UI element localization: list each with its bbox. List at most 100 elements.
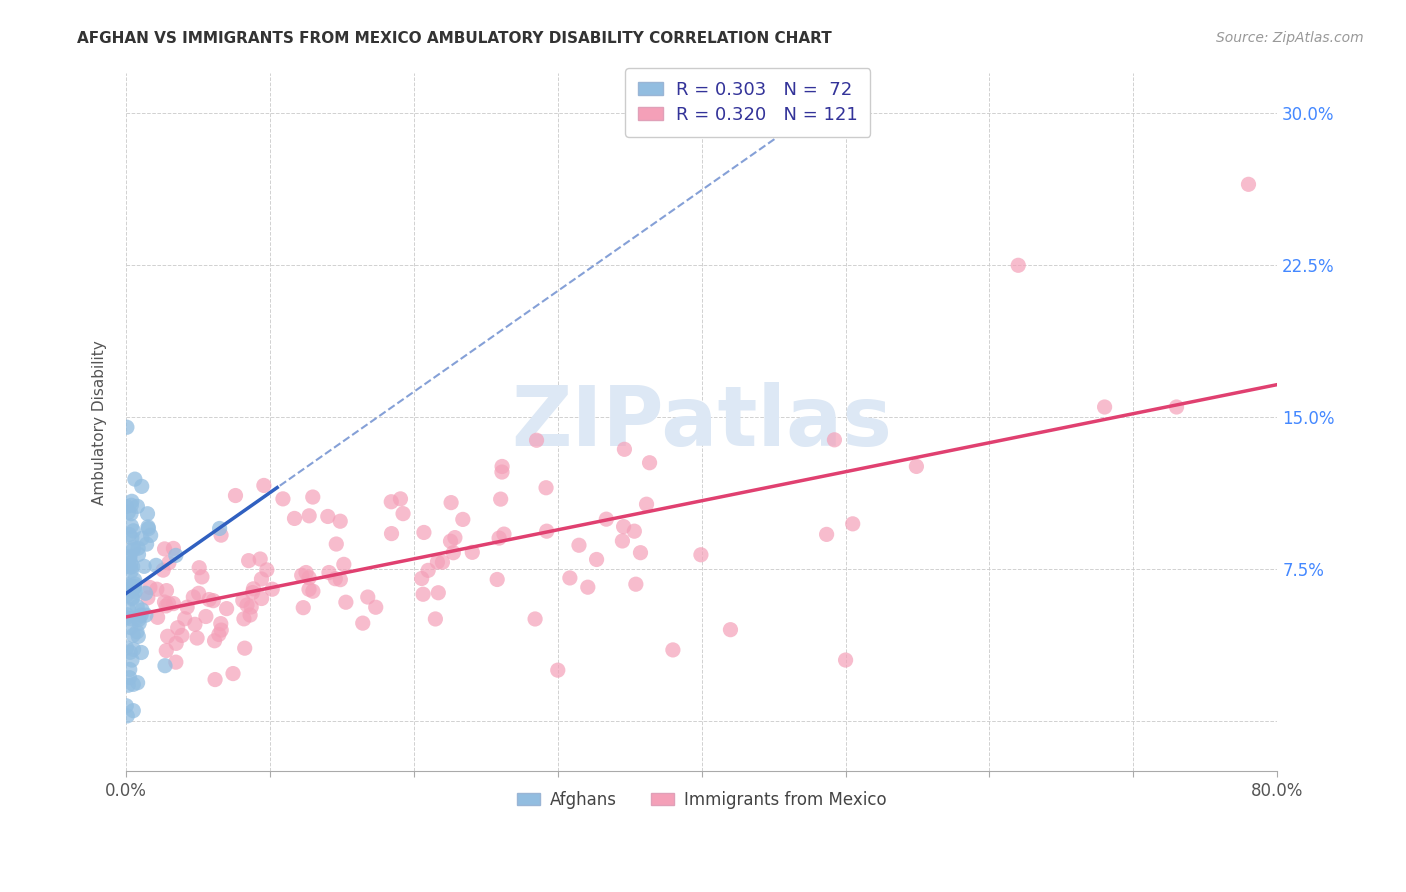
- Point: [834, 653, 856, 667]
- Point: [491, 459, 513, 474]
- Point: [127, 500, 149, 514]
- Point: [117, 505, 139, 519]
- Point: [122, 704, 145, 718]
- Point: [176, 600, 198, 615]
- Point: [124, 573, 146, 587]
- Point: [120, 556, 142, 570]
- Point: [165, 636, 187, 650]
- Point: [208, 627, 231, 641]
- Point: [690, 548, 713, 562]
- Point: [186, 631, 208, 645]
- Point: [335, 595, 357, 609]
- Point: [135, 608, 157, 623]
- Point: [121, 591, 143, 606]
- Point: [249, 552, 271, 566]
- Point: [120, 621, 142, 635]
- Point: [301, 490, 323, 504]
- Point: [155, 583, 177, 598]
- Point: [536, 524, 558, 538]
- Point: [118, 550, 141, 565]
- Point: [624, 577, 647, 591]
- Point: [127, 541, 149, 556]
- Y-axis label: Ambulatory Disability: Ambulatory Disability: [93, 340, 107, 505]
- Point: [612, 533, 634, 548]
- Point: [131, 532, 153, 546]
- Point: [823, 433, 845, 447]
- Point: [662, 643, 685, 657]
- Point: [120, 498, 142, 512]
- Point: [128, 548, 150, 562]
- Point: [298, 571, 321, 585]
- Point: [271, 491, 294, 506]
- Point: [120, 564, 142, 578]
- Point: [238, 554, 260, 568]
- Point: [139, 528, 162, 542]
- Point: [526, 434, 548, 448]
- Point: [547, 663, 569, 677]
- Point: [329, 573, 352, 587]
- Point: [118, 671, 141, 685]
- Point: [122, 524, 145, 538]
- Point: [298, 582, 321, 597]
- Point: [638, 456, 661, 470]
- Point: [139, 581, 162, 595]
- Point: [262, 582, 284, 597]
- Point: [118, 527, 141, 541]
- Point: [1094, 400, 1116, 414]
- Point: [122, 582, 145, 596]
- Point: [613, 519, 636, 533]
- Point: [323, 572, 346, 586]
- Point: [292, 600, 315, 615]
- Point: [118, 663, 141, 677]
- Point: [170, 628, 193, 642]
- Point: [122, 677, 145, 691]
- Point: [128, 612, 150, 626]
- Point: [815, 527, 838, 541]
- Point: [135, 586, 157, 600]
- Point: [451, 512, 474, 526]
- Text: AFGHAN VS IMMIGRANTS FROM MEXICO AMBULATORY DISABILITY CORRELATION CHART: AFGHAN VS IMMIGRANTS FROM MEXICO AMBULAT…: [77, 31, 832, 46]
- Point: [357, 590, 380, 604]
- Point: [131, 646, 153, 660]
- Point: [120, 645, 142, 659]
- Point: [236, 598, 259, 612]
- Point: [302, 584, 325, 599]
- Point: [127, 629, 149, 643]
- Point: [444, 531, 467, 545]
- Point: [131, 603, 153, 617]
- Point: [209, 528, 232, 542]
- Text: Source: ZipAtlas.com: Source: ZipAtlas.com: [1216, 31, 1364, 45]
- Point: [488, 531, 510, 545]
- Point: [250, 591, 273, 606]
- Point: [155, 643, 177, 657]
- Point: [295, 566, 318, 580]
- Point: [138, 522, 160, 536]
- Text: ZIPatlas: ZIPatlas: [512, 382, 893, 463]
- Point: [124, 577, 146, 591]
- Point: [125, 624, 148, 639]
- Point: [492, 527, 515, 541]
- Point: [426, 555, 449, 569]
- Point: [157, 556, 180, 570]
- Point: [136, 507, 159, 521]
- Point: [905, 459, 928, 474]
- Point: [122, 541, 145, 555]
- Point: [486, 573, 509, 587]
- Point: [120, 507, 142, 521]
- Point: [239, 608, 262, 623]
- Point: [215, 601, 238, 615]
- Point: [162, 597, 184, 611]
- Point: [120, 579, 142, 593]
- Point: [491, 465, 513, 479]
- Point: [232, 593, 254, 607]
- Point: [209, 616, 232, 631]
- Point: [120, 519, 142, 533]
- Point: [1237, 178, 1260, 192]
- Point: [364, 600, 387, 615]
- Point: [124, 584, 146, 599]
- Point: [152, 563, 174, 577]
- Point: [222, 666, 245, 681]
- Point: [173, 612, 195, 626]
- Point: [146, 582, 169, 597]
- Point: [568, 538, 591, 552]
